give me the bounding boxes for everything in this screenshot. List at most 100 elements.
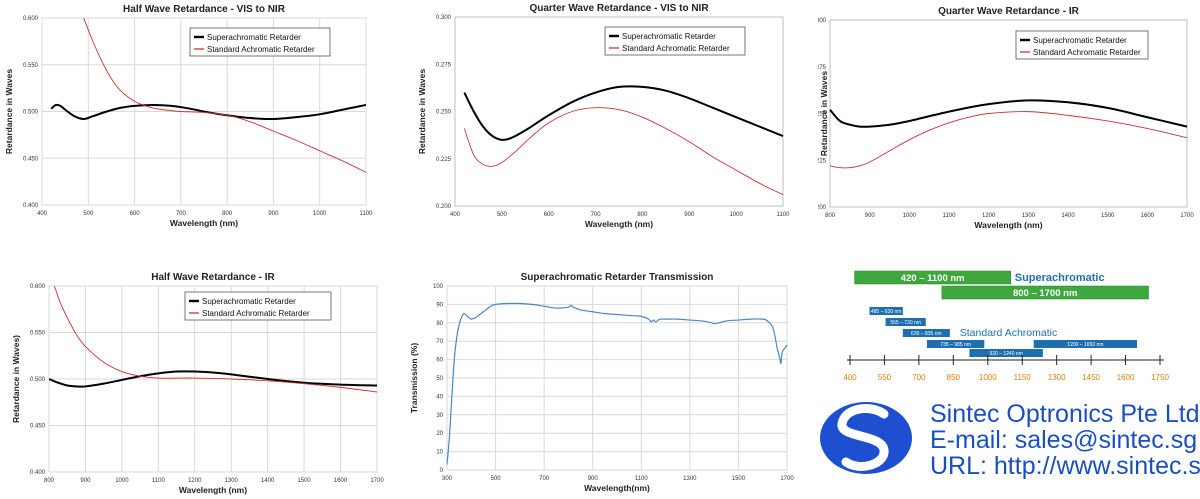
- x-axis-label: Wavelength (nm): [974, 220, 1042, 230]
- range-axis-tick-label: 400: [843, 373, 857, 382]
- y-tick-label: 30: [436, 413, 443, 419]
- y-tick-label: 0.500: [30, 377, 46, 383]
- superachromatic-range-label: 800 – 1700 nm: [1013, 288, 1077, 299]
- x-tick-label: 900: [684, 212, 695, 218]
- company-url: URL: http://www.sintec.sg: [930, 452, 1200, 480]
- chart-quarter-wave-ir: 800 900 1000 1100 1200 1300 1400 1500 1600 1700 0.…: [818, 6, 1194, 230]
- x-tick-label: 800: [44, 478, 55, 484]
- series-line-0: [50, 103, 367, 121]
- x-tick-label: 1100: [777, 212, 791, 218]
- x-tick-label: 700: [176, 211, 187, 217]
- y-axis-label: Transmission (%): [409, 343, 419, 414]
- y-tick-label: 40: [436, 394, 443, 400]
- y-axis-label: Retardance in Waves: [417, 69, 427, 154]
- standard-range-bar: [885, 318, 926, 326]
- legend-label: Superachromatic Retarder: [207, 33, 301, 42]
- y-tick-label: 100: [433, 284, 444, 290]
- y-tick-label: 0.250: [818, 112, 827, 118]
- x-tick-label: 1100: [152, 478, 166, 484]
- standard-range-bar: [1033, 340, 1138, 348]
- y-tick-label: 70: [436, 339, 443, 345]
- x-tick-label: 1000: [729, 212, 743, 218]
- standard-range-label: 1200 – 1650 nm: [1067, 342, 1103, 348]
- y-tick-label: 0.600: [23, 16, 39, 22]
- x-tick-label: 400: [37, 211, 48, 217]
- x-tick-label: 900: [268, 211, 279, 217]
- legend-label: Standard Achromatic Retarder: [207, 45, 315, 54]
- y-tick-label: 0.300: [436, 15, 452, 21]
- x-tick-label: 600: [544, 212, 555, 218]
- x-tick-label: 500: [497, 212, 508, 218]
- chart-transmission: 300 500 700 900 1100 1300 1500 1700 0 10 20 30 40 50 6…: [409, 272, 794, 493]
- x-tick-label: 700: [539, 476, 550, 482]
- superachromatic-range-bar: [854, 270, 1011, 285]
- y-tick-label: 0.200: [436, 204, 452, 210]
- legend-label: Standard Achromatic Retarder: [622, 44, 730, 53]
- y-tick-label: 0.550: [23, 63, 39, 69]
- y-axis-label: Retardance in Waves: [4, 69, 14, 154]
- chart-title: Half Wave Retardance - VIS to NIR: [123, 4, 286, 15]
- x-tick-label: 1000: [115, 478, 129, 484]
- x-tick-label: 400: [450, 212, 461, 218]
- series-line-0: [829, 99, 1188, 128]
- chart-title: Half Wave Retardance - IR: [151, 272, 275, 283]
- x-tick-label: 1000: [903, 213, 917, 219]
- legend-box: [189, 27, 331, 57]
- y-tick-label: 20: [436, 431, 443, 437]
- y-axis-label: Retardance in Waves): [11, 335, 21, 423]
- legend: Superachromatic Retarder Standard Achroma…: [189, 27, 331, 57]
- x-axis-label: Wavelength (nm): [585, 219, 653, 229]
- series-line-0: [446, 302, 788, 465]
- x-tick-label: 900: [865, 213, 876, 219]
- x-tick-label: 1100: [943, 213, 957, 219]
- legend: Superachromatic Retarder Standard Achroma…: [604, 26, 746, 56]
- x-tick-label: 1300: [683, 476, 697, 482]
- x-tick-label: 900: [588, 476, 599, 482]
- sintec-logo-icon: [820, 402, 912, 474]
- y-tick-label: 0.400: [30, 470, 46, 476]
- chart-title: Superachromatic Retarder Transmission: [521, 272, 714, 283]
- company-name: Sintec Optronics Pte Ltd: [930, 400, 1200, 428]
- legend: Superachromatic Retarder Standard Achroma…: [184, 291, 332, 321]
- y-tick-label: 0.300: [818, 18, 827, 24]
- standard-range-label: 735 – 985 nm: [940, 342, 971, 348]
- x-tick-label: 1600: [334, 478, 348, 484]
- chart-half-wave-ir: 800 900 1000 1100 1200 1300 1400 1500 1600 1700 0.…: [11, 272, 384, 495]
- y-tick-label: 0.200: [818, 205, 827, 211]
- x-tick-label: 1500: [297, 478, 311, 484]
- range-axis-tick-label: 550: [878, 373, 892, 382]
- standard-range-label: 485 – 630 nm: [871, 309, 902, 315]
- x-tick-label: 1700: [370, 478, 384, 484]
- x-tick-label: 1200: [982, 213, 996, 219]
- x-axis-label: Wavelength(nm): [584, 483, 650, 493]
- legend-label: Standard Achromatic Retarder: [202, 309, 310, 318]
- standard-achromatic-title: Standard Achromatic: [960, 327, 1057, 339]
- range-axis-tick-label: 700: [912, 373, 926, 382]
- range-axis-tick-label: 1600: [1117, 373, 1135, 382]
- x-tick-label: 700: [591, 212, 602, 218]
- y-tick-label: 0.275: [436, 62, 452, 68]
- y-tick-label: 80: [436, 321, 443, 327]
- y-tick-label: 50: [436, 376, 443, 382]
- standard-range-label: 630 – 835 nm: [911, 331, 942, 337]
- legend-label: Superachromatic Retarder: [622, 32, 716, 41]
- y-tick-label: 0.600: [30, 284, 46, 290]
- y-tick-label: 0.450: [30, 424, 46, 430]
- standard-range-bar: [926, 340, 985, 348]
- series-line-1: [463, 107, 784, 196]
- x-axis-label: Wavelength (nm): [179, 485, 247, 495]
- y-tick-label: 0.500: [23, 110, 39, 116]
- y-tick-label: 0.450: [23, 156, 39, 162]
- legend-box: [184, 291, 332, 321]
- y-tick-label: 90: [436, 302, 443, 308]
- x-tick-label: 1700: [780, 476, 794, 482]
- x-tick-label: 1500: [732, 476, 746, 482]
- x-tick-label: 800: [825, 213, 836, 219]
- x-tick-label: 900: [80, 478, 91, 484]
- legend-label: Standard Achromatic Retarder: [1033, 48, 1141, 57]
- superachromatic-range-bar: [941, 285, 1149, 300]
- legend-label: Superachromatic Retarder: [202, 297, 296, 306]
- chart-title: Quarter Wave Retardance - VIS to NIR: [529, 3, 709, 14]
- chart-title: Quarter Wave Retardance - IR: [938, 6, 1080, 17]
- series-line-0: [48, 370, 378, 388]
